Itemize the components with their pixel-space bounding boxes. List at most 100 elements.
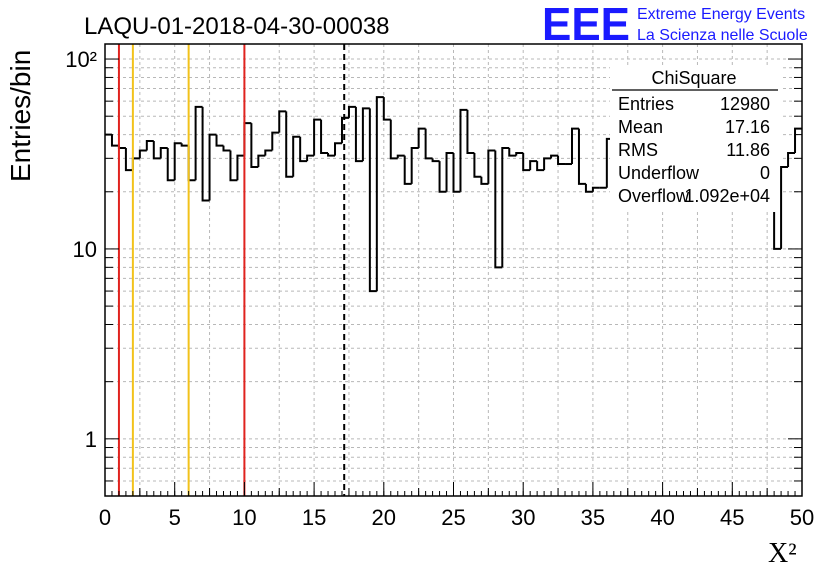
- histogram-bin: [508, 148, 517, 157]
- histogram-bin: [543, 157, 552, 171]
- histogram-bin: [417, 127, 426, 149]
- histogram-bin: [320, 119, 329, 155]
- y-axis-label: Entries/bin: [5, 50, 36, 182]
- stats-value-mean: 17.16: [725, 117, 770, 137]
- histogram-bin: [340, 116, 349, 144]
- histogram-bin: [152, 141, 161, 160]
- histogram-bin: [557, 155, 566, 166]
- histogram-bin: [584, 183, 593, 193]
- histogram-bin: [166, 148, 175, 182]
- histogram-bin: [459, 108, 468, 192]
- x-tick-label: 30: [511, 505, 535, 530]
- stats-label-overflow: Overflow: [618, 186, 690, 206]
- histogram-bin: [138, 149, 147, 159]
- x-tick-label: 45: [720, 505, 744, 530]
- histogram-bin: [466, 109, 475, 155]
- stats-label-underflow: Underflow: [618, 163, 700, 183]
- histogram-bin: [313, 118, 322, 156]
- histogram-bin: [438, 161, 447, 193]
- histogram-bin: [396, 154, 405, 159]
- histogram-bin: [110, 134, 119, 147]
- histogram-bin: [145, 140, 154, 151]
- histogram-bin: [375, 96, 384, 292]
- stats-box: ChiSquare Entries 12980 Mean 17.16 RMS 1…: [610, 66, 780, 212]
- histogram-bin: [487, 149, 496, 184]
- stats-label-mean: Mean: [618, 117, 663, 137]
- histogram-bin: [382, 97, 391, 121]
- x-tick-label: 0: [99, 505, 111, 530]
- histogram-bin: [292, 135, 301, 177]
- histogram-bin: [222, 145, 231, 152]
- histogram-bin: [452, 153, 461, 193]
- histogram-bin: [250, 123, 259, 169]
- x-tick-label: 5: [169, 505, 181, 530]
- histogram-bin: [354, 106, 363, 163]
- stats-label-entries: Entries: [618, 94, 674, 114]
- logo-line-2: La Scienza nelle Scuole: [637, 27, 808, 44]
- histogram-bin: [257, 154, 266, 168]
- marker-lines: [117, 44, 346, 496]
- histogram-bin: [522, 153, 531, 172]
- y-tick-label: 10: [73, 237, 97, 262]
- histogram-bin: [306, 154, 315, 162]
- chart-title: LAQU-01-2018-04-30-00038: [84, 13, 390, 40]
- histogram-bin: [347, 105, 356, 118]
- histogram-bin: [201, 106, 210, 202]
- stats-value-overflow: 1.092e+04: [684, 186, 770, 206]
- histogram-bin: [159, 147, 168, 159]
- eee-logo: EEE Extreme Energy Events La Scienza nel…: [542, 0, 808, 50]
- histogram-bin: [473, 153, 482, 178]
- stats-label-rms: RMS: [618, 140, 658, 160]
- x-tick-label: 35: [581, 505, 605, 530]
- histogram-bin: [515, 152, 524, 156]
- x-tick-label: 50: [790, 505, 814, 530]
- y-tick-label: 10²: [65, 47, 97, 72]
- x-tick-label: 40: [650, 505, 674, 530]
- histogram-bin: [264, 149, 273, 156]
- histogram-bin: [243, 122, 252, 156]
- histogram-bin: [361, 107, 370, 162]
- histogram-bin: [424, 128, 433, 160]
- histogram-bin: [334, 142, 342, 156]
- histogram-bin: [131, 157, 140, 171]
- histogram-bin: [431, 158, 440, 163]
- histogram-bin: [173, 142, 182, 181]
- histogram-bin: [445, 152, 454, 192]
- histogram-bin: [787, 152, 796, 168]
- logo-line-1: Extreme Energy Events: [637, 6, 805, 23]
- histogram-bin: [187, 145, 196, 182]
- histogram-bin: [208, 133, 217, 201]
- histogram-bin: [780, 166, 789, 249]
- histogram-bin: [577, 128, 586, 185]
- x-tick-label: 20: [372, 505, 396, 530]
- x-axis-label: X²: [768, 538, 797, 569]
- histogram-bin: [229, 150, 238, 182]
- histogram-bin: [236, 154, 245, 181]
- histogram-bin: [215, 134, 224, 147]
- histogram-bin: [194, 105, 203, 181]
- stats-title: ChiSquare: [651, 68, 736, 88]
- stats-value-rms: 11.86: [726, 140, 770, 160]
- histogram-bin: [124, 148, 133, 172]
- histogram-bin: [410, 147, 419, 184]
- axis-ticks: 0 5 10 15 20 25 30 35 40 45 50 1 10 10²: [65, 47, 814, 530]
- histogram-bin: [389, 119, 398, 160]
- x-tick-label: 15: [302, 505, 326, 530]
- histogram-bin: [480, 176, 489, 185]
- histogram-bin: [271, 131, 280, 151]
- histogram-bin: [494, 150, 503, 269]
- stats-value-entries: 12980: [720, 94, 770, 114]
- x-tick-label: 10: [232, 505, 256, 530]
- histogram-bin: [278, 110, 287, 133]
- histogram-bin: [368, 108, 377, 293]
- histogram-bin: [117, 145, 126, 150]
- x-tick-label: 25: [441, 505, 465, 530]
- histogram-bin: [327, 153, 336, 157]
- histogram-bin: [794, 127, 802, 154]
- histogram-bin: [570, 127, 579, 165]
- histogram-bin: [591, 186, 600, 192]
- logo-mark: EEE: [542, 0, 630, 50]
- histogram-bin: [536, 161, 545, 172]
